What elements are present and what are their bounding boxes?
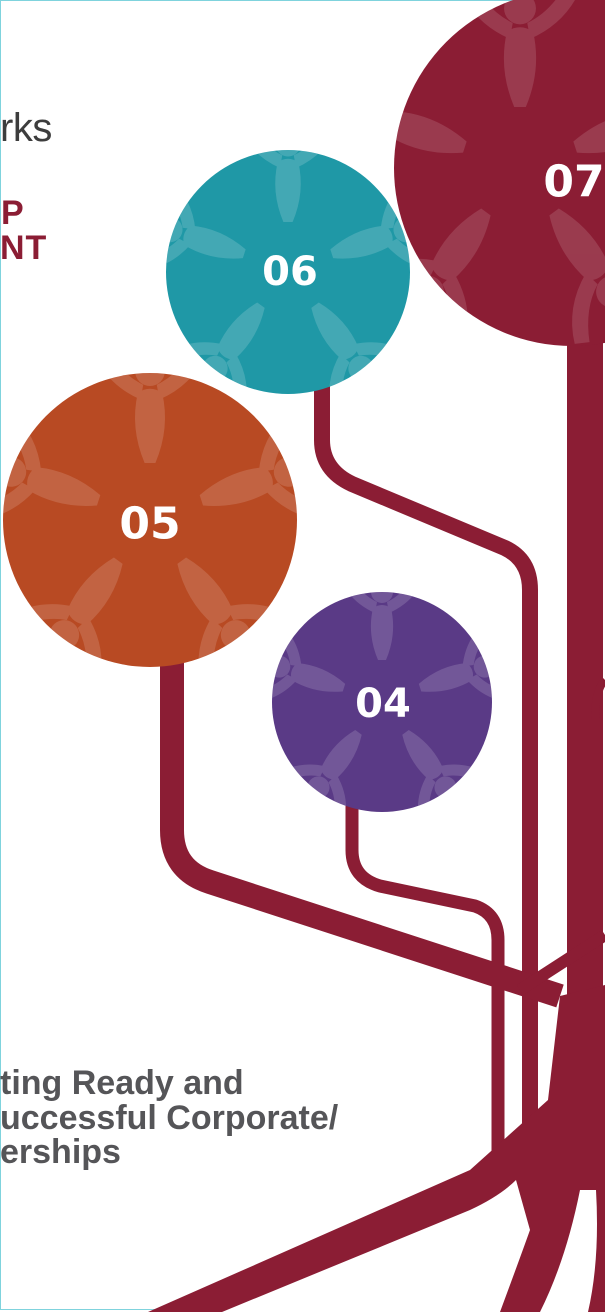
branch-06 [314, 380, 538, 1240]
circle-05-label: 05 [119, 499, 180, 550]
circle-06-label: 06 [262, 249, 318, 295]
main-title-line-2: NT [0, 228, 48, 267]
trunk-gap-left [222, 1180, 530, 1312]
step-description-line-2: uccessful Corporate/ [0, 1098, 339, 1137]
trunk-gap-right [540, 1190, 597, 1312]
circle-04-label: 04 [355, 681, 411, 727]
branch-04 [345, 800, 505, 1220]
main-title-line-1: P [1, 194, 25, 232]
circle-07-label: 07 [543, 157, 604, 208]
circle-06 [166, 150, 410, 394]
circle-05 [3, 373, 297, 667]
branch-05 [160, 660, 564, 1008]
branch-cross [516, 929, 605, 996]
circle-07 [326, 0, 605, 350]
circle-04-disc [272, 592, 492, 812]
branch-side [591, 677, 605, 980]
circle-04 [272, 592, 492, 812]
step-description-line-1: ting Ready and [0, 1064, 244, 1102]
title-fragment: rks [0, 106, 52, 150]
step-description: ting Ready and uccessful Corporate/ ersh… [0, 1066, 338, 1170]
main-title: P NT [0, 196, 47, 265]
step-description-line-3: erships [0, 1133, 121, 1172]
